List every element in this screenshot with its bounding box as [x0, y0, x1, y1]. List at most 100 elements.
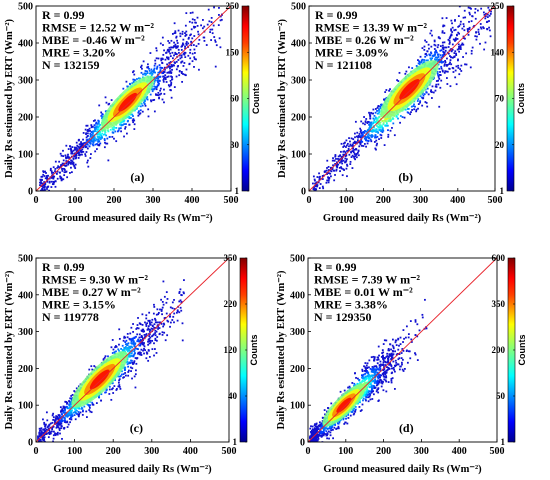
panel-2: 0 100 200 300 400 500 0 100 200 300 400 500 Ground m…	[4, 253, 259, 475]
y-tick-label: 300	[290, 327, 305, 338]
density-scatter	[37, 279, 185, 442]
y-axis-title: Daily Rs estimated by ERT (Wm⁻²)	[4, 19, 15, 178]
colorbar-title: Counts	[516, 83, 526, 114]
stat-line: MBE = -0.46 W m⁻²	[42, 33, 145, 47]
stat-line: MRE = 3.20%	[42, 46, 116, 60]
x-axis-title: Ground measured daily Rs (Wm⁻²)	[323, 464, 482, 475]
stat-line: RMSE = 12.52 W m⁻²	[42, 21, 154, 35]
colorbar-tick-label: 120	[224, 345, 238, 355]
y-tick-label: 500	[291, 2, 306, 13]
colorbar-title: Counts	[251, 83, 261, 114]
x-tick-label: 0	[34, 446, 39, 457]
colorbar-tick-label: 600	[492, 253, 506, 263]
plot-frame	[35, 257, 230, 443]
y-tick-label: 200	[18, 364, 33, 375]
y-tick-label: 500	[18, 254, 33, 265]
x-axis-title: Ground measured daily Rs (Wm⁻²)	[53, 464, 212, 475]
colorbar-tick-label: 150	[226, 47, 240, 57]
y-tick-label: 400	[18, 290, 33, 301]
colorbar-tick-label: 250	[226, 1, 240, 11]
y-tick-label: 100	[18, 401, 33, 412]
x-tick-label: 500	[224, 195, 239, 206]
panel-label: (c)	[130, 421, 143, 435]
one-to-one-line	[35, 257, 230, 443]
y-tick-label: 100	[291, 150, 306, 161]
stat-line: R = 0.99	[42, 8, 85, 22]
x-tick-label: 400	[452, 446, 467, 457]
stat-line: R = 0.99	[315, 8, 358, 22]
y-tick-label: 200	[290, 364, 305, 375]
y-tick-label: 0	[300, 438, 305, 449]
x-tick-label: 300	[413, 195, 428, 206]
colorbar-tick-label: 50	[496, 391, 506, 401]
y-tick-label: 0	[28, 438, 33, 449]
x-tick-label: 100	[338, 446, 353, 457]
stat-line: R = 0.99	[42, 260, 85, 274]
stat-line: MRE = 3.38%	[314, 298, 388, 312]
x-tick-label: 500	[490, 446, 505, 457]
panel-label: (a)	[130, 170, 144, 184]
x-tick-label: 100	[67, 446, 82, 457]
y-tick-label: 500	[290, 254, 305, 265]
x-tick-label: 300	[414, 446, 429, 457]
y-tick-label: 300	[18, 76, 33, 87]
plot-frame	[307, 257, 498, 443]
colorbar-tick-label: 200	[492, 345, 506, 355]
one-to-one-line	[307, 257, 498, 443]
stat-line: MRE = 3.09%	[315, 46, 389, 60]
plot-frame	[308, 5, 496, 192]
y-tick-label: 200	[291, 113, 306, 124]
y-tick-label: 300	[291, 76, 306, 87]
y-axis-title: Daily Rs estimated by ERT (Wm⁻²)	[276, 270, 287, 429]
colorbar-tick-label: 60	[230, 94, 240, 104]
colorbar-tick-label: 20	[495, 140, 505, 150]
y-axis-title: Daily Rs estimated by ERT (Wm⁻²)	[4, 270, 15, 429]
colorbar-tick-label: 140	[491, 47, 505, 57]
colorbar-tick-label: 1	[235, 186, 240, 196]
panel-3: 0 100 200 300 400 500 0 100 200 300 400 500 Ground m…	[276, 253, 527, 475]
plot-frame	[35, 5, 232, 192]
x-tick-label: 200	[376, 446, 391, 457]
stat-line: MBE = 0.26 W m⁻²	[315, 33, 414, 47]
y-tick-label: 400	[290, 290, 305, 301]
colorbar-tick-label: 1	[233, 437, 238, 447]
x-tick-label: 400	[183, 446, 198, 457]
one-to-one-line	[308, 5, 496, 192]
y-axis-title: Daily Rs estimated by ERT (Wm⁻²)	[277, 19, 288, 178]
density-scatter	[309, 298, 428, 442]
stat-line: MBE = 0.01 W m⁻²	[314, 285, 413, 299]
x-tick-label: 0	[307, 195, 312, 206]
x-tick-label: 0	[306, 446, 311, 457]
x-tick-label: 200	[107, 195, 122, 206]
stat-line: MRE = 3.15%	[42, 298, 116, 312]
x-tick-label: 400	[450, 195, 465, 206]
x-tick-label: 400	[185, 195, 200, 206]
panel-label: (d)	[399, 421, 414, 435]
x-axis-title: Ground measured daily Rs (Wm⁻²)	[54, 213, 213, 224]
stat-line: N = 129350	[314, 310, 372, 324]
colorbar-tick-label: 350	[492, 299, 506, 309]
x-tick-label: 100	[339, 195, 354, 206]
y-tick-label: 200	[18, 113, 33, 124]
y-tick-label: 100	[290, 401, 305, 412]
one-to-one-line	[35, 5, 232, 192]
x-tick-label: 500	[488, 195, 503, 206]
x-tick-label: 100	[68, 195, 83, 206]
colorbar-tick-label: 70	[495, 94, 505, 104]
y-tick-label: 400	[18, 39, 33, 50]
panel-label: (b)	[398, 170, 413, 184]
stat-line: MBE = 0.27 W m⁻²	[42, 285, 141, 299]
colorbar-tick-label: 1	[500, 186, 505, 196]
x-tick-label: 300	[144, 446, 159, 457]
stat-line: N = 119778	[42, 310, 99, 324]
y-tick-label: 400	[291, 39, 306, 50]
stat-line: RMSE = 9.30 W m⁻²	[42, 273, 148, 287]
colorbar-tick-label: 350	[224, 253, 238, 263]
stat-line: N = 121108	[315, 58, 372, 72]
stat-line: R = 0.99	[314, 260, 357, 274]
x-axis-title: Ground measured daily Rs (Wm⁻²)	[323, 213, 482, 224]
colorbar-tick-label: 220	[224, 299, 238, 309]
stat-line: RMSE = 7.39 W m⁻²	[314, 273, 420, 287]
colorbar-tick-label: 1	[501, 437, 506, 447]
